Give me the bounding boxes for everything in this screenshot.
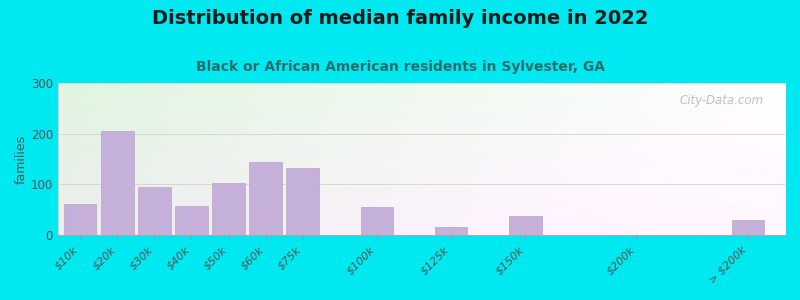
Text: City-Data.com: City-Data.com: [679, 94, 763, 106]
Bar: [361, 207, 394, 235]
Bar: [509, 216, 542, 235]
Y-axis label: families: families: [15, 134, 28, 184]
Text: Black or African American residents in Sylvester, GA: Black or African American residents in S…: [195, 60, 605, 74]
Bar: [250, 162, 282, 235]
Bar: [286, 168, 319, 235]
Bar: [101, 131, 134, 235]
Bar: [731, 220, 764, 235]
Bar: [138, 187, 170, 235]
Bar: [212, 183, 245, 235]
Bar: [175, 206, 208, 235]
Bar: [434, 227, 467, 235]
Bar: [64, 204, 97, 235]
Text: Distribution of median family income in 2022: Distribution of median family income in …: [152, 9, 648, 28]
